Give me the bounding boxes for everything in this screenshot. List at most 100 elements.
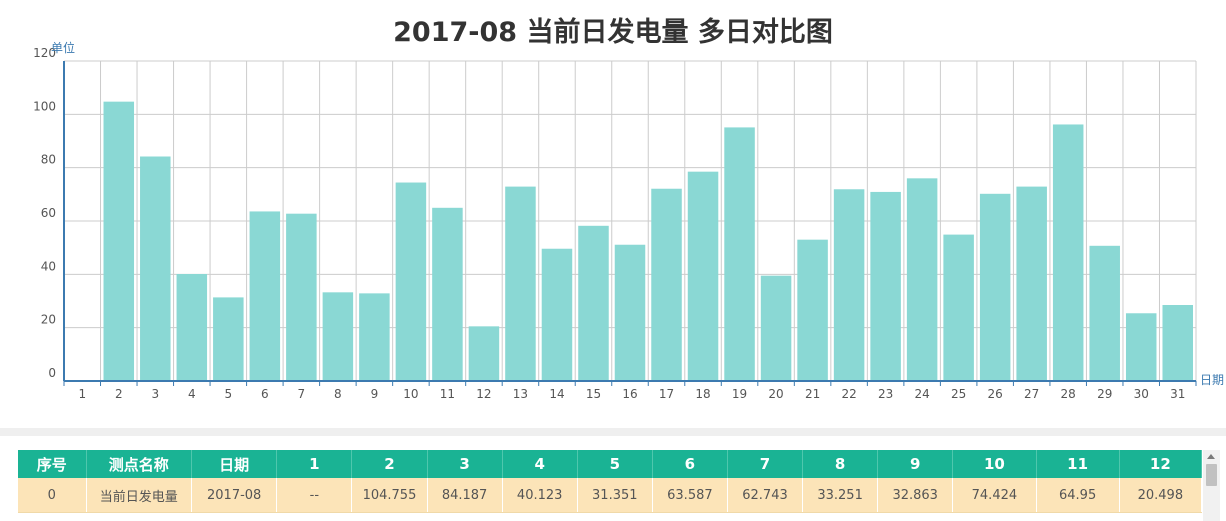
x-tick-label: 5	[225, 387, 233, 401]
header-cell-day[interactable]: 10	[952, 450, 1037, 478]
x-tick-label: 29	[1097, 387, 1112, 401]
y-tick-label: 60	[41, 206, 56, 220]
header-cell-day[interactable]: 11	[1036, 450, 1120, 478]
table-panel: 序号 测点名称 日期 1 2 3 4 5 6 7 8 9 10 11 12 0 …	[0, 436, 1226, 521]
bar	[395, 182, 427, 381]
header-cell-day[interactable]: 2	[351, 450, 428, 478]
table-cell: 31.351	[577, 478, 653, 513]
bar	[797, 239, 828, 381]
x-tick-label: 16	[622, 387, 637, 401]
x-tick-label: 8	[334, 387, 342, 401]
header-cell-day[interactable]: 7	[727, 450, 804, 478]
x-tick-label: 24	[914, 387, 929, 401]
header-cell-day[interactable]: 6	[652, 450, 728, 478]
x-tick-label: 12	[476, 387, 491, 401]
x-tick-label: 18	[695, 387, 710, 401]
bar	[140, 156, 171, 381]
header-cell-day[interactable]: 3	[427, 450, 503, 478]
bar	[432, 207, 463, 381]
table-cell: 当前日发电量	[86, 478, 193, 513]
bar	[505, 186, 536, 381]
x-tick-label: 19	[732, 387, 747, 401]
header-cell-index[interactable]: 序号	[18, 450, 87, 478]
table-cell: 62.743	[727, 478, 804, 513]
table-cell: 84.187	[427, 478, 503, 513]
bar	[1162, 305, 1193, 381]
x-tick-label: 30	[1134, 387, 1149, 401]
x-tick-label: 1	[78, 387, 86, 401]
x-tick-label: 26	[988, 387, 1003, 401]
table-cell: --	[276, 478, 353, 513]
x-tick-label: 20	[768, 387, 783, 401]
header-cell-day[interactable]: 12	[1119, 450, 1203, 478]
table-cell: 32.863	[877, 478, 954, 513]
x-tick-label: 4	[188, 387, 196, 401]
x-tick-label: 13	[513, 387, 528, 401]
bar	[103, 101, 135, 382]
header-cell-day[interactable]: 4	[502, 450, 578, 478]
y-tick-label: 120	[33, 46, 56, 60]
scroll-thumb[interactable]	[1206, 464, 1217, 486]
bar	[359, 293, 390, 381]
y-tick-label: 0	[48, 366, 56, 380]
header-cell-date[interactable]: 日期	[191, 450, 278, 478]
header-cell-day[interactable]: 9	[877, 450, 954, 478]
y-tick-label: 40	[41, 259, 56, 273]
bar	[1052, 124, 1084, 381]
bar	[943, 234, 974, 381]
x-tick-label: 11	[440, 387, 455, 401]
bar	[286, 213, 317, 381]
bar	[979, 193, 1011, 381]
bar	[213, 297, 244, 381]
x-tick-label: 31	[1170, 387, 1185, 401]
bar	[322, 292, 354, 381]
header-cell-day[interactable]: 5	[577, 450, 653, 478]
table-header-row: 序号 测点名称 日期 1 2 3 4 5 6 7 8 9 10 11 12	[18, 450, 1203, 478]
x-tick-label: 21	[805, 387, 820, 401]
table-cell: 64.95	[1036, 478, 1120, 513]
table-cell: 40.123	[502, 478, 578, 513]
bar	[249, 211, 281, 381]
x-tick-label: 14	[549, 387, 564, 401]
bar	[176, 274, 208, 381]
chart-title: 2017-08 当前日发电量 多日对比图	[393, 17, 833, 48]
table-cell: 74.424	[952, 478, 1037, 513]
x-tick-label: 9	[371, 387, 379, 401]
x-tick-label: 27	[1024, 387, 1039, 401]
bar	[614, 244, 646, 381]
bar	[687, 171, 719, 381]
x-tick-label: 25	[951, 387, 966, 401]
x-axis-title: 日期	[1200, 373, 1224, 387]
bar	[1016, 186, 1047, 381]
x-tick-label: 2	[115, 387, 123, 401]
header-cell-day[interactable]: 8	[802, 450, 879, 478]
table-row[interactable]: 0 当前日发电量 2017-08 -- 104.755 84.187 40.12…	[18, 478, 1203, 513]
x-tick-label: 28	[1061, 387, 1076, 401]
table-cell: 33.251	[802, 478, 879, 513]
bar	[833, 189, 865, 381]
x-tick-label: 22	[841, 387, 856, 401]
x-tick-label: 3	[151, 387, 159, 401]
table-cell: 2017-08	[191, 478, 278, 513]
header-cell-point-name[interactable]: 测点名称	[86, 450, 193, 478]
x-tick-label: 6	[261, 387, 269, 401]
x-tick-label: 7	[298, 387, 306, 401]
x-tick-label: 10	[403, 387, 418, 401]
y-tick-label: 80	[41, 153, 56, 167]
table-cell: 104.755	[351, 478, 428, 513]
bar	[578, 225, 609, 381]
chart-panel: 0 20 40 60 80 100 120 1 2 3 4 5 6 7 8 9 10 11 12 13 14 15 16 17…	[0, 0, 1226, 428]
scroll-up-arrow-icon[interactable]	[1207, 454, 1215, 459]
bar	[724, 127, 755, 382]
vertical-scrollbar[interactable]	[1203, 450, 1220, 521]
header-cell-day[interactable]: 1	[276, 450, 353, 478]
bar	[1089, 245, 1120, 381]
bar	[906, 178, 938, 381]
table-cell: 63.587	[652, 478, 728, 513]
y-tick-label: 100	[33, 99, 56, 113]
bar	[468, 326, 500, 381]
x-tick-label: 17	[659, 387, 674, 401]
bar	[1125, 313, 1157, 381]
x-tick-label: 23	[878, 387, 893, 401]
